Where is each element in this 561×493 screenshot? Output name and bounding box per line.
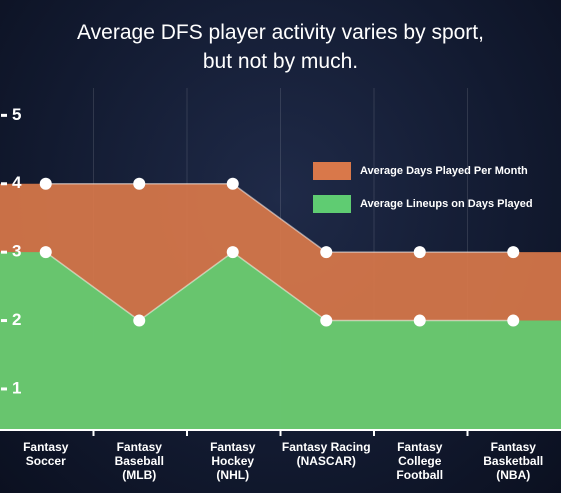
- y-tick-label: 1: [12, 378, 21, 397]
- data-point: [226, 246, 239, 259]
- data-point: [320, 246, 333, 259]
- x-tick-label: Fantasy Basketball (NBA): [483, 440, 544, 482]
- y-tick-label: 3: [12, 242, 21, 261]
- data-point: [226, 177, 239, 190]
- data-point: [133, 314, 146, 327]
- data-point: [413, 314, 426, 327]
- data-point: [39, 177, 52, 190]
- chart-title: Average DFS player activity varies by sp…: [77, 21, 484, 73]
- legend-label: Average Days Played Per Month: [360, 165, 528, 177]
- x-tick-label: Fantasy Racing (NASCAR): [281, 440, 371, 468]
- x-tick-label: Fantasy Baseball (MLB): [114, 440, 164, 482]
- data-point: [507, 314, 520, 327]
- data-point: [39, 246, 52, 259]
- series-line: [45, 183, 514, 253]
- area-fill: [0, 252, 561, 430]
- y-tick-label: 5: [12, 105, 21, 124]
- series-line: [45, 251, 514, 322]
- x-tick-label: Fantasy Soccer: [23, 440, 69, 468]
- legend-swatch: [313, 195, 351, 213]
- legend-label: Average Lineups on Days Played: [360, 198, 533, 210]
- y-tick-label: 2: [12, 310, 21, 329]
- data-point: [413, 246, 426, 259]
- data-point: [133, 177, 146, 190]
- x-tick-label: Fantasy College Football: [396, 440, 444, 482]
- y-tick-label: 4: [12, 173, 22, 192]
- x-tick-label: Fantasy Hockey (NHL): [210, 440, 256, 482]
- legend-swatch: [313, 162, 351, 180]
- data-point: [507, 246, 520, 259]
- data-point: [320, 314, 333, 327]
